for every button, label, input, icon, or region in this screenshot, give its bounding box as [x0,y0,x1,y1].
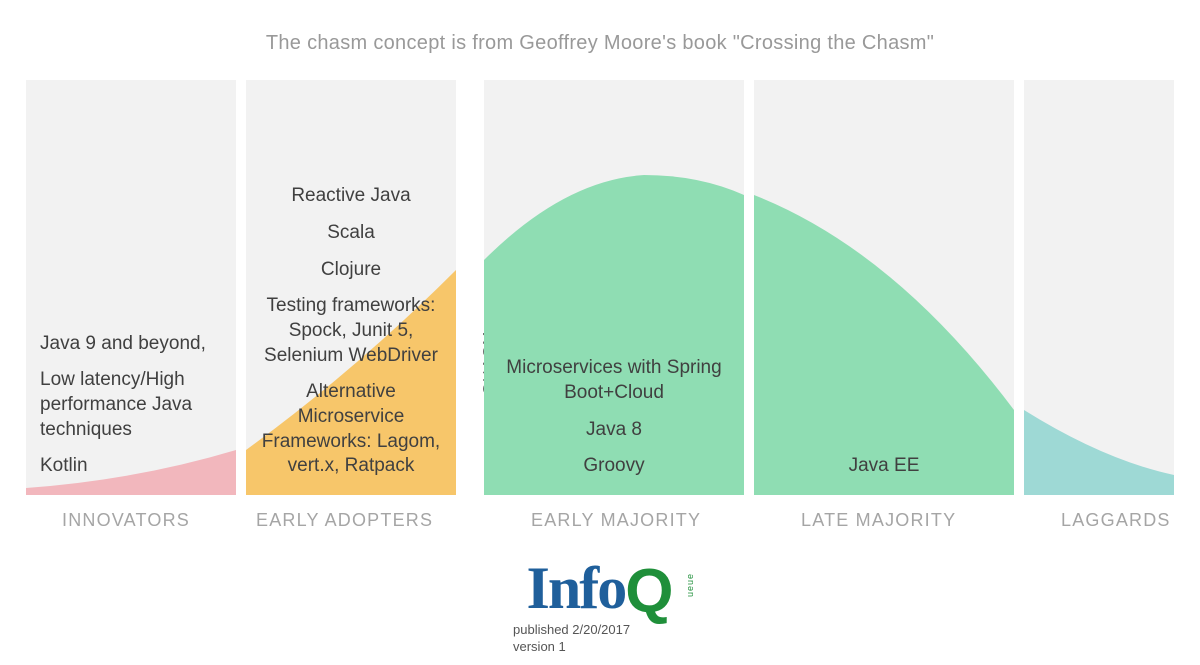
list-item: Low latency/High performance Java techni… [40,368,228,442]
infoq-logo: InfoQueue [527,558,674,622]
subtitle: The chasm concept is from Geoffrey Moore… [0,32,1200,55]
stage-innovators: Java 9 and beyond, Low latency/High perf… [26,80,236,495]
list-item: Clojure [321,258,381,283]
list-item: Testing frameworks: Spock, Junit 5, Sele… [254,294,448,368]
list-item: Alternative Microservice Frameworks: Lag… [254,380,448,479]
adoption-curve-chart: Java 9 and beyond, Low latency/High perf… [26,80,1174,495]
category-label-late-majority: LATE MAJORITY [801,510,956,531]
stage-late-majority: Java EE [754,80,1014,495]
stage-innovators-items: Java 9 and beyond, Low latency/High perf… [34,80,228,495]
stage-laggards [1024,80,1174,495]
stage-early-adopters: Reactive Java Scala Clojure Testing fram… [246,80,456,495]
logo-text-q: Q [625,557,673,626]
category-label-innovators: INNOVATORS [62,510,190,531]
category-label-early-adopters: EARLY ADOPTERS [256,510,433,531]
category-label-laggards: LAGGARDS [1061,510,1171,531]
category-label-early-majority: EARLY MAJORITY [531,510,701,531]
version-label: version 1 [513,639,693,656]
category-labels-row: INNOVATORS EARLY ADOPTERS EARLY MAJORITY… [26,510,1174,538]
stage-early-adopters-items: Reactive Java Scala Clojure Testing fram… [254,80,448,495]
logo-q-wrap: Queue [625,561,673,623]
footer-meta: published 2/20/2017 version 1 [507,622,693,656]
stage-laggards-items [1032,80,1166,495]
page-root: The chasm concept is from Geoffrey Moore… [0,0,1200,665]
logo-vertical-text: ueue [685,573,695,597]
stage-early-majority-items: Microservices with Spring Boot+Cloud Jav… [492,80,736,495]
list-item: Groovy [583,454,644,479]
list-item: Microservices with Spring Boot+Cloud [504,356,724,405]
footer-block: InfoQueue published 2/20/2017 version 1 [0,558,1200,656]
logo-text-info: Info [527,555,626,621]
list-item: Java EE [849,454,920,479]
list-item: Reactive Java [291,184,410,209]
stage-late-majority-items: Java EE [762,80,1006,495]
list-item: Scala [327,221,375,246]
list-item: Kotlin [40,454,88,479]
list-item: Java 9 and beyond, [40,332,206,357]
list-item: Java 8 [586,418,642,443]
stage-early-majority: Microservices with Spring Boot+Cloud Jav… [484,80,744,495]
